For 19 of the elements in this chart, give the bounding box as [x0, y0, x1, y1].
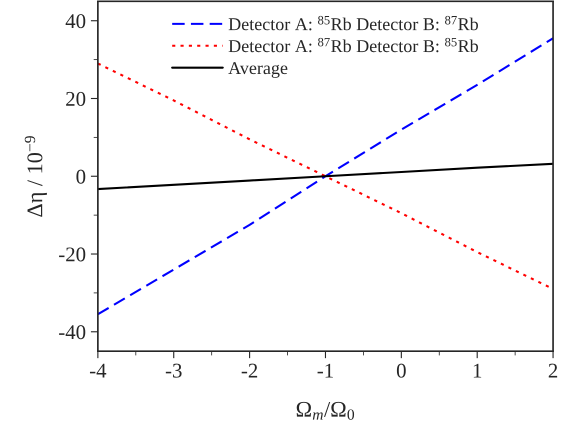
y-tick-label: 40: [66, 14, 86, 28]
legend-label: Detector A: $^{87}$Rb Detector B: $^{85}$Rb: [228, 38, 478, 52]
y-tick-label: 0: [76, 170, 86, 184]
y-tick-label: -40: [59, 325, 86, 340]
legend-label: Detector A: $^{85}$Rb Detector B: $^{87}$Rb: [228, 16, 478, 30]
x-tick-label: 2: [548, 364, 558, 378]
y-tick-label: 20: [66, 92, 86, 106]
x-axis-title: Ω$_{m}$/Ω$_{0}$: [296, 402, 354, 420]
x-tick-label: -3: [166, 364, 182, 378]
x-tick-label: -2: [242, 364, 258, 378]
x-tick-label: -1: [318, 364, 333, 378]
x-tick-label: -4: [90, 364, 106, 378]
x-tick-label: 0: [396, 364, 406, 378]
x-tick-label: 1: [474, 364, 482, 378]
y-tick-label: -20: [59, 247, 86, 262]
y-axis-title: Δη / 10$^{−9}$: [24, 136, 47, 217]
line-series: [98, 162, 554, 190]
legend-label: Average: [228, 62, 288, 78]
line-series: [98, 37, 554, 316]
